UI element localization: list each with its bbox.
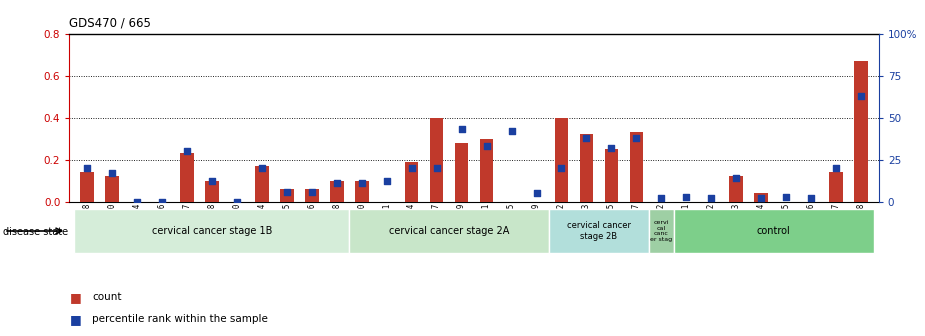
Point: [80, 165, 94, 171]
Point: [504, 128, 519, 134]
Point: [854, 93, 869, 98]
Bar: [205, 181, 218, 202]
Point: [429, 165, 444, 171]
Point: [829, 165, 844, 171]
Bar: [255, 166, 268, 202]
Point: [729, 175, 744, 181]
Bar: [180, 153, 193, 202]
Bar: [349, 209, 549, 253]
Point: [754, 196, 769, 201]
Point: [579, 135, 594, 140]
Point: [379, 179, 394, 184]
Bar: [480, 138, 493, 202]
Bar: [355, 181, 368, 202]
Point: [130, 199, 144, 204]
Text: GDS470 / 665: GDS470 / 665: [69, 17, 152, 30]
Point: [779, 194, 794, 199]
Point: [105, 170, 119, 176]
Bar: [105, 176, 118, 202]
Bar: [605, 149, 618, 202]
Point: [204, 179, 219, 184]
Text: cervical cancer stage 1B: cervical cancer stage 1B: [152, 226, 272, 236]
Point: [554, 165, 569, 171]
Bar: [830, 172, 844, 202]
Bar: [405, 162, 418, 202]
Text: control: control: [757, 226, 791, 236]
Bar: [455, 143, 468, 202]
Text: percentile rank within the sample: percentile rank within the sample: [92, 314, 268, 324]
Bar: [549, 209, 649, 253]
Point: [454, 127, 469, 132]
Bar: [74, 209, 349, 253]
Point: [804, 196, 819, 201]
Point: [279, 189, 294, 194]
Bar: [555, 118, 568, 202]
Bar: [280, 189, 293, 202]
Point: [604, 145, 619, 151]
Point: [154, 199, 169, 204]
Point: [404, 165, 419, 171]
Bar: [330, 181, 343, 202]
Point: [654, 196, 669, 201]
Point: [179, 149, 194, 154]
Point: [679, 194, 694, 199]
Text: ■: ■: [70, 291, 82, 304]
Bar: [80, 172, 93, 202]
Bar: [630, 132, 643, 202]
Bar: [755, 193, 768, 202]
Point: [329, 180, 344, 186]
Bar: [305, 189, 318, 202]
Bar: [730, 176, 743, 202]
Point: [304, 189, 319, 194]
Text: cervical cancer
stage 2B: cervical cancer stage 2B: [567, 221, 631, 241]
Bar: [580, 134, 593, 202]
Point: [229, 199, 244, 204]
Bar: [674, 209, 874, 253]
Bar: [430, 118, 443, 202]
Bar: [649, 209, 674, 253]
Point: [629, 135, 644, 140]
Text: count: count: [92, 292, 122, 302]
Text: cervi
cal
canc
er stag: cervi cal canc er stag: [650, 220, 672, 242]
Text: cervical cancer stage 2A: cervical cancer stage 2A: [388, 226, 510, 236]
Point: [254, 165, 269, 171]
Point: [704, 196, 719, 201]
Point: [529, 191, 544, 196]
Point: [354, 180, 369, 186]
Point: [479, 143, 494, 149]
Bar: [855, 61, 869, 202]
Text: disease state: disease state: [3, 227, 68, 237]
Text: ■: ■: [70, 313, 82, 326]
